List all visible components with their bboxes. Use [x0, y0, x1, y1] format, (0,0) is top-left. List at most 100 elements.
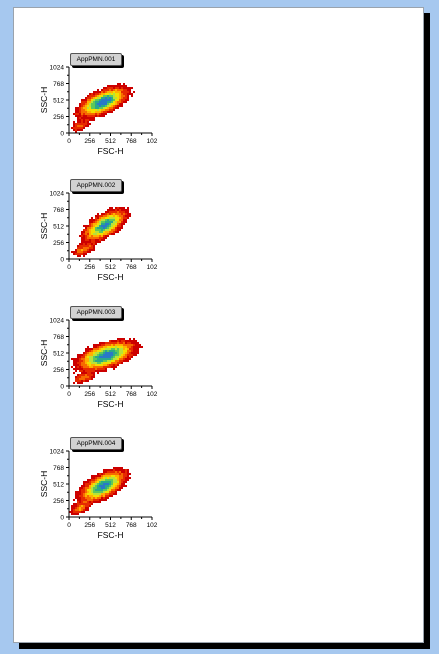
density-cell [91, 378, 93, 380]
density-cell [99, 235, 101, 237]
density-cell [117, 83, 119, 85]
density-cell [107, 348, 109, 350]
density-cell [81, 497, 83, 499]
density-cell [125, 211, 127, 213]
density-cell [109, 491, 111, 493]
density-cell [81, 370, 83, 372]
density-cell [113, 219, 115, 221]
density-cell [115, 227, 117, 229]
density-cell [91, 483, 93, 485]
sample-label[interactable]: AppPMN.001 [70, 53, 122, 66]
x-tick-label: 0 [67, 138, 71, 145]
density-cell [121, 360, 123, 362]
plot-panel-2[interactable]: AppPMN.002 0 256 512 768 102 0 256 512 768 1024 FS… [41, 179, 161, 293]
density-cell [109, 103, 111, 105]
density-cell [113, 344, 115, 346]
density-cell [75, 507, 77, 509]
density-cell [89, 247, 91, 249]
plot-panel-1[interactable]: AppPMN.001 0 256 512 768 102 0 256 512 768 1024 FS… [41, 53, 161, 167]
density-cell [93, 475, 95, 477]
density-cell [123, 209, 125, 211]
density-cell [75, 380, 77, 382]
density-cell [117, 219, 119, 221]
density-cell [105, 213, 107, 215]
density-cell [79, 366, 81, 368]
density-cell [111, 481, 113, 483]
x-tick-label: 512 [105, 522, 116, 529]
density-cell [115, 360, 117, 362]
density-cell [79, 507, 81, 509]
density-cell [123, 338, 125, 340]
layout-page[interactable]: AppPMN.001 0 256 512 768 102 0 256 512 768 1024 FS… [13, 7, 424, 643]
sample-label[interactable]: AppPMN.003 [70, 306, 122, 319]
density-cell [123, 215, 125, 217]
density-cell [109, 87, 111, 89]
density-cell [99, 501, 101, 503]
density-cell [89, 497, 91, 499]
density-cell [127, 475, 129, 477]
density-cell [79, 117, 81, 119]
sample-label[interactable]: AppPMN.004 [70, 437, 122, 450]
density-cell [111, 364, 113, 366]
plot-panel-3[interactable]: AppPMN.003 0 256 512 768 102 0 256 512 768 1024 FS… [41, 306, 161, 420]
density-cell [97, 344, 99, 346]
density-cell [107, 487, 109, 489]
density-cell [105, 483, 107, 485]
density-cell [103, 370, 105, 372]
density-cell [87, 499, 89, 501]
density-cell [79, 499, 81, 501]
density-cell [103, 483, 105, 485]
density-cell [81, 503, 83, 505]
density-cell [107, 483, 109, 485]
density-cell [97, 487, 99, 489]
density-cell [127, 342, 129, 344]
density-cell [105, 113, 107, 115]
density-cell [135, 348, 137, 350]
density-cell [79, 121, 81, 123]
density-cell [115, 352, 117, 354]
plot-panel-4[interactable]: AppPMN.004 0 256 512 768 102 0 256 512 768 1024 FS… [41, 437, 161, 551]
density-cell [125, 352, 127, 354]
density-cell [129, 354, 131, 356]
density-cell [77, 497, 79, 499]
density-cell [95, 229, 97, 231]
density-cell [131, 346, 133, 348]
x-tick-label: 512 [105, 264, 116, 271]
density-cell [115, 491, 117, 493]
density-cell [111, 101, 113, 103]
density-cell [101, 489, 103, 491]
density-cell [125, 350, 127, 352]
density-cell [119, 221, 121, 223]
density-cell [89, 354, 91, 356]
density-cell [107, 107, 109, 109]
density-cell [101, 475, 103, 477]
density-cell [85, 229, 87, 231]
density-cell [85, 247, 87, 249]
density-cell [79, 489, 81, 491]
density-cell [99, 231, 101, 233]
density-cell [93, 101, 95, 103]
density-cell [113, 358, 115, 360]
density-cell [99, 105, 101, 107]
density-cell [83, 109, 85, 111]
density-cell [127, 217, 129, 219]
density-cell [79, 374, 81, 376]
density-cell [81, 103, 83, 105]
density-cell [73, 253, 75, 255]
density-cell [89, 113, 91, 115]
density-cell [111, 221, 113, 223]
density-cell [97, 489, 99, 491]
density-cell [87, 119, 89, 121]
density-cell [113, 362, 115, 364]
density-cell [119, 356, 121, 358]
density-cell [125, 97, 127, 99]
x-tick-label: 102 [147, 522, 158, 529]
density-cell [131, 342, 133, 344]
density-cell [113, 231, 115, 233]
density-cell [117, 103, 119, 105]
sample-label[interactable]: AppPMN.002 [70, 179, 122, 192]
